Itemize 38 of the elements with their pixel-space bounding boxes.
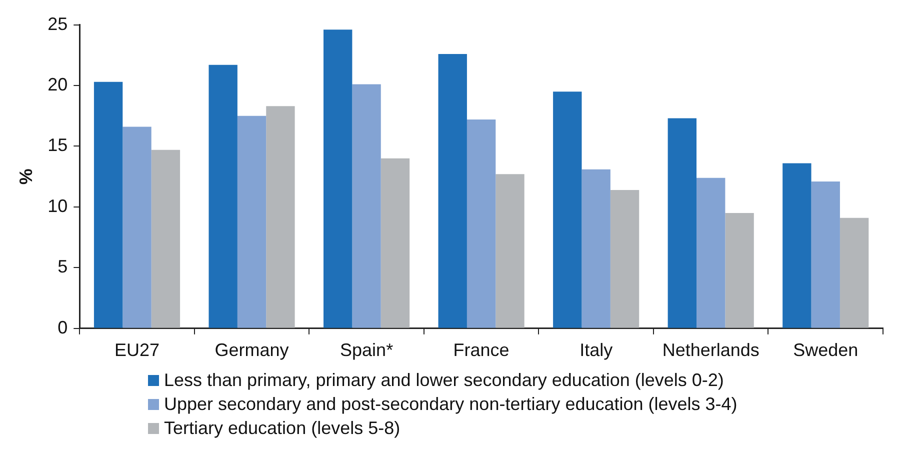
- bar: [380, 158, 410, 328]
- bar: [668, 118, 696, 328]
- y-axis-title: %: [16, 168, 36, 185]
- x-tick-label: Spain*: [340, 340, 394, 360]
- bar: [610, 190, 640, 328]
- bar: [237, 116, 266, 328]
- bar: [782, 163, 812, 328]
- bar: [466, 120, 496, 328]
- legend-label: Upper secondary and post-secondary non-tertiary education (levels 3-4): [164, 393, 738, 416]
- bar: [94, 82, 123, 328]
- bar: [122, 126, 152, 328]
- bar: [496, 174, 524, 328]
- bar: [582, 169, 610, 328]
- bar: [352, 84, 381, 328]
- bar: [324, 30, 352, 328]
- legend-label: Less than primary, primary and lower secondary education (levels 0-2): [164, 369, 724, 392]
- legend-label: Tertiary education (levels 5-8): [164, 417, 400, 440]
- y-tick-label: 10: [48, 196, 68, 216]
- x-tick-label: Sweden: [793, 340, 858, 360]
- x-tick-label: Italy: [580, 340, 613, 360]
- bar: [266, 106, 295, 328]
- x-tick-label: EU27: [114, 340, 160, 360]
- bar: [840, 218, 869, 328]
- x-tick-label: France: [453, 340, 510, 360]
- x-tick-label: Netherlands: [662, 340, 760, 360]
- y-tick-label: 5: [58, 256, 68, 277]
- y-tick-label: 0: [58, 317, 68, 338]
- y-tick-label: 25: [48, 14, 68, 34]
- bar: [208, 64, 238, 328]
- y-tick-label: 15: [48, 135, 68, 156]
- bar: [696, 178, 726, 328]
- bar: [725, 213, 754, 328]
- x-tick-label: Germany: [214, 340, 289, 360]
- bar: [553, 92, 582, 328]
- bar: [438, 54, 467, 328]
- y-tick-label: 20: [48, 74, 68, 94]
- bar: [151, 150, 180, 328]
- bar: [811, 181, 840, 328]
